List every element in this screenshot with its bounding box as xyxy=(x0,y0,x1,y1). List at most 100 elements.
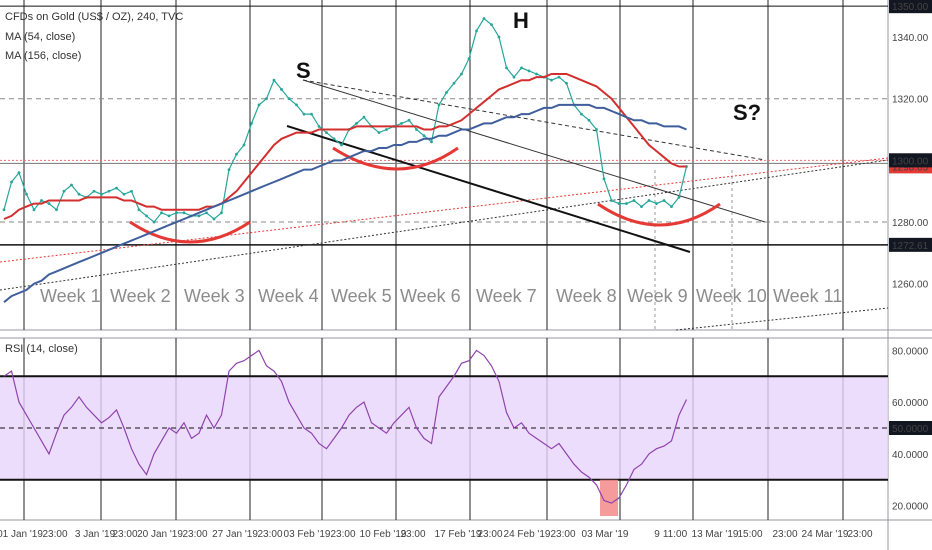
price-point xyxy=(227,168,231,172)
price-axis-tick: 1280.00 xyxy=(892,218,929,229)
price-point xyxy=(482,17,486,20)
price-point xyxy=(475,29,478,33)
annotation-s-question: S? xyxy=(733,100,761,125)
time-axis-tick: 17 Feb '19 xyxy=(435,529,482,540)
week-label: Week 2 xyxy=(110,286,171,306)
price-point xyxy=(490,23,493,27)
time-axis-tick: 03 Feb '19 xyxy=(284,529,331,540)
time-axis-tick: 23:00 xyxy=(400,529,425,540)
price-axis-tick: 1260.00 xyxy=(892,280,929,291)
price-point xyxy=(182,211,186,215)
week-label: Week 5 xyxy=(331,286,392,306)
price-point xyxy=(407,118,411,122)
time-axis-tick: 27 Jan '19 xyxy=(212,529,258,540)
price-point xyxy=(47,202,51,205)
price-point xyxy=(250,121,253,125)
rsi-series-line xyxy=(3,349,688,504)
price-point xyxy=(535,72,538,76)
price-point xyxy=(632,199,636,202)
price-point xyxy=(580,112,583,116)
time-axis-tick: 10 Feb '19 xyxy=(360,529,407,540)
price-point xyxy=(212,217,216,221)
rsi-tag-bg xyxy=(889,421,932,435)
price-point xyxy=(25,192,28,196)
price-point xyxy=(92,189,96,193)
price-point xyxy=(437,103,441,107)
price-point xyxy=(430,140,433,144)
price-point xyxy=(617,202,621,205)
time-axis-tick: 11:00 xyxy=(663,529,688,540)
price-tag-bg xyxy=(889,153,932,168)
price-point xyxy=(527,69,531,73)
time-axis-tick: 23:00 xyxy=(550,529,575,540)
left-shoulder-arc-2 xyxy=(332,146,459,171)
price-point xyxy=(422,134,426,138)
rsi-highlight-box xyxy=(600,479,618,516)
price-point xyxy=(17,171,21,175)
chart-series xyxy=(2,17,688,504)
rsi-axis-tick: 40.0000 xyxy=(892,450,929,461)
price-axis-tick: 1340.00 xyxy=(892,33,929,44)
price-point xyxy=(122,192,126,196)
time-axis-tick: 20 Jan '19 xyxy=(137,529,183,540)
price-point xyxy=(467,57,471,60)
price-point xyxy=(100,192,103,196)
legend-ma156: MA (156, close) xyxy=(5,50,81,62)
price-point xyxy=(10,180,13,184)
left-shoulder-arc xyxy=(129,220,251,244)
time-axis-tick: 03 Mar '19 xyxy=(582,529,629,540)
price-point xyxy=(677,195,681,199)
rsi-title: RSI (14, close) xyxy=(5,343,78,355)
week-label: Week 9 xyxy=(627,286,688,306)
rsi-axis-tick: 20.0000 xyxy=(892,502,929,513)
price-point xyxy=(130,189,133,193)
time-axis-tick: 3 Jan '19 xyxy=(75,529,116,540)
price-tag-label: 1300.00 xyxy=(892,156,929,167)
price-tag-label: 1298.05 xyxy=(892,162,929,173)
rsi-axis-tick: 50.0000 xyxy=(892,424,929,435)
price-point xyxy=(137,208,141,212)
week-label: Week 1 xyxy=(40,286,101,306)
price-point xyxy=(302,112,306,116)
time-axis-tick: 23:00 xyxy=(42,529,67,540)
price-axis-tick: 1320.00 xyxy=(892,95,929,106)
time-axis-tick: 23:00 xyxy=(330,529,355,540)
price-point xyxy=(505,66,508,70)
annotation-s: S xyxy=(296,58,311,83)
price-point xyxy=(587,118,591,122)
week-label: Week 10 xyxy=(696,286,767,306)
price-point xyxy=(220,211,223,215)
channel-upper-line xyxy=(302,79,766,223)
price-tag-bg xyxy=(889,237,932,252)
price-point xyxy=(602,177,606,181)
price-point xyxy=(557,75,561,79)
week-label: Week 11 xyxy=(773,286,842,306)
price-point xyxy=(62,189,66,193)
price-point xyxy=(565,81,568,85)
price-point xyxy=(670,205,673,209)
right-shoulder-arc xyxy=(597,202,721,227)
week-label: Week 3 xyxy=(184,286,245,306)
week-label: Week 4 xyxy=(258,286,319,306)
rsi-band xyxy=(0,375,888,516)
rsi-axis-tick: 60.0000 xyxy=(892,398,929,409)
price-point xyxy=(280,88,283,91)
price-point xyxy=(362,115,366,119)
time-axis-tick: 23:00 xyxy=(182,529,207,540)
price-point xyxy=(325,131,328,135)
price-point xyxy=(175,211,178,215)
chart-title: CFDs on Gold (US$ / OZ), 240, TVC xyxy=(5,11,183,23)
price-point xyxy=(355,121,358,125)
price-point xyxy=(520,66,523,70)
price-point xyxy=(197,214,201,218)
price-point xyxy=(55,208,58,212)
price-point xyxy=(242,143,246,147)
time-axis-tick: 24 Feb '19 xyxy=(504,529,551,540)
price-tag-bg xyxy=(889,0,932,14)
week-label: Week 6 xyxy=(400,286,461,306)
price-point xyxy=(415,128,418,131)
price-point xyxy=(625,202,628,205)
price-point xyxy=(640,205,643,209)
price-point xyxy=(272,78,276,82)
